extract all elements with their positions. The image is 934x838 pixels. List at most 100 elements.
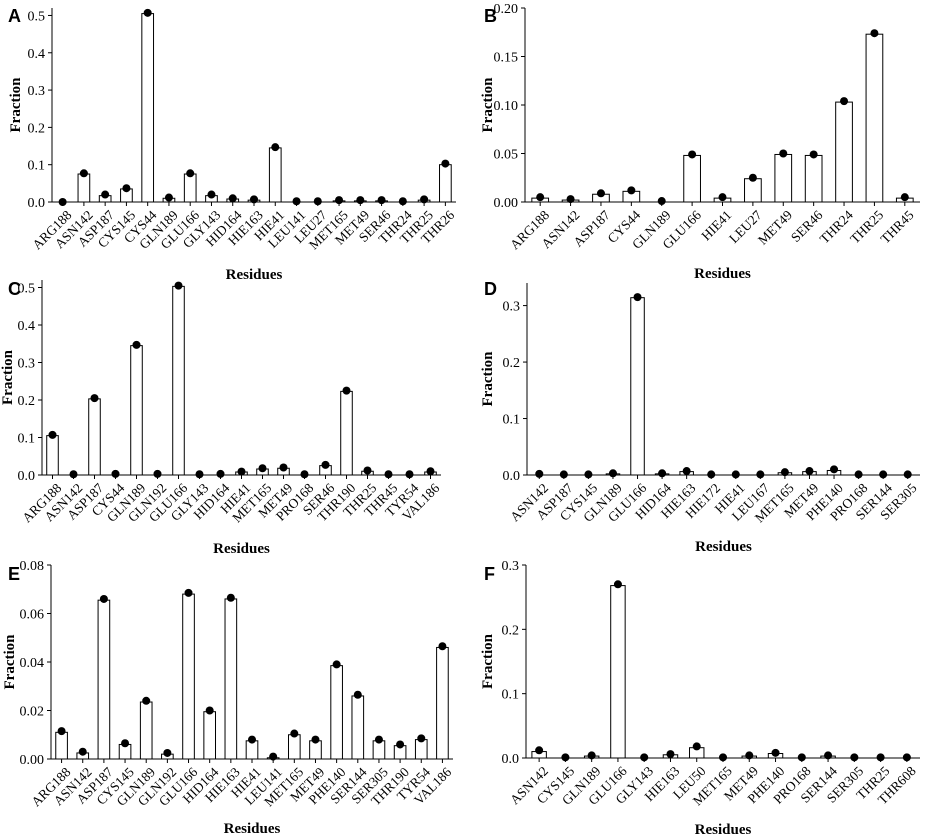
bar bbox=[439, 164, 452, 203]
data-point bbox=[745, 751, 754, 760]
data-point bbox=[658, 469, 667, 478]
data-point bbox=[731, 470, 740, 479]
data-point bbox=[292, 197, 301, 206]
bar bbox=[330, 665, 343, 760]
data-point bbox=[584, 470, 593, 479]
data-point bbox=[153, 469, 162, 478]
data-point bbox=[195, 470, 204, 479]
data-point bbox=[756, 470, 765, 479]
data-point bbox=[809, 150, 818, 159]
data-point bbox=[332, 660, 341, 669]
y-tick-label: 0.10 bbox=[494, 99, 519, 114]
y-tick-label: 0.04 bbox=[20, 656, 45, 671]
y-tick-label: 0.06 bbox=[20, 608, 45, 623]
data-point bbox=[121, 739, 130, 748]
data-point bbox=[780, 468, 789, 477]
bar bbox=[351, 695, 365, 760]
y-tick-label: 0.0 bbox=[502, 752, 520, 767]
y-tick-label: 0.02 bbox=[20, 705, 45, 720]
y-tick-label: 0.2 bbox=[28, 121, 46, 136]
data-point bbox=[566, 195, 575, 204]
data-point bbox=[174, 281, 183, 290]
x-axis-title: Residues bbox=[224, 821, 281, 837]
data-point bbox=[184, 588, 193, 597]
data-point bbox=[342, 386, 351, 395]
data-point bbox=[279, 463, 288, 472]
data-point bbox=[627, 186, 636, 195]
y-axis-title: Fraction bbox=[0, 349, 16, 405]
x-category-label: THR25 bbox=[847, 207, 886, 246]
data-point bbox=[311, 735, 320, 744]
data-point bbox=[688, 150, 697, 159]
data-point bbox=[535, 746, 544, 755]
data-point bbox=[258, 464, 267, 473]
bar bbox=[835, 101, 853, 203]
data-point bbox=[426, 467, 435, 476]
data-point bbox=[420, 195, 429, 204]
y-tick-label: 0.3 bbox=[28, 84, 46, 99]
y-tick-label: 0.3 bbox=[503, 300, 521, 315]
data-point bbox=[353, 690, 362, 699]
y-tick-label: 0.15 bbox=[494, 51, 519, 66]
bar bbox=[340, 390, 353, 476]
data-point bbox=[271, 143, 280, 152]
bar bbox=[436, 646, 449, 760]
data-point bbox=[384, 470, 393, 479]
data-point bbox=[613, 580, 622, 589]
y-tick-label: 0.5 bbox=[28, 9, 46, 24]
data-point bbox=[228, 194, 237, 203]
data-point bbox=[122, 184, 131, 193]
data-point bbox=[535, 469, 544, 478]
data-point bbox=[250, 195, 258, 204]
data-point bbox=[876, 753, 885, 762]
y-tick-label: 0.00 bbox=[20, 753, 45, 768]
y-tick-label: 0.2 bbox=[502, 623, 520, 638]
panel-letter: B bbox=[484, 6, 497, 26]
y-axis-title: Fraction bbox=[480, 351, 496, 407]
data-point bbox=[300, 470, 309, 479]
data-point bbox=[561, 753, 570, 762]
data-point bbox=[356, 196, 365, 205]
data-point bbox=[363, 466, 372, 475]
y-axis-title: Fraction bbox=[480, 77, 496, 133]
data-point bbox=[207, 190, 216, 199]
data-point bbox=[132, 340, 141, 349]
data-point bbox=[69, 470, 78, 479]
data-point bbox=[186, 169, 195, 178]
panel-e: E0.000.020.040.060.08FractionARG188ASN14… bbox=[2, 559, 454, 837]
panel-f: F0.00.10.20.3FractionASN142CYS145GLN189G… bbox=[480, 559, 920, 838]
data-point bbox=[771, 748, 780, 757]
bar bbox=[804, 154, 823, 203]
panel-letter: F bbox=[484, 564, 495, 584]
bar bbox=[182, 593, 195, 760]
data-point bbox=[824, 751, 833, 760]
y-tick-label: 0.00 bbox=[494, 196, 519, 211]
bar bbox=[172, 285, 185, 476]
x-axis-title: Residues bbox=[695, 822, 752, 838]
y-tick-label: 0.2 bbox=[18, 394, 36, 409]
data-point bbox=[633, 293, 642, 302]
y-tick-label: 0.3 bbox=[18, 357, 36, 372]
data-point bbox=[90, 394, 99, 403]
x-axis-title: Residues bbox=[694, 266, 751, 282]
y-tick-label: 0.1 bbox=[28, 159, 46, 174]
data-point bbox=[805, 467, 814, 476]
data-point bbox=[748, 173, 757, 182]
x-axis-title: Residues bbox=[226, 267, 283, 283]
bar bbox=[203, 711, 217, 760]
data-point bbox=[79, 169, 88, 178]
data-point bbox=[321, 460, 330, 469]
data-point bbox=[313, 197, 322, 206]
data-point bbox=[101, 190, 110, 199]
bar bbox=[683, 154, 701, 203]
data-point bbox=[417, 734, 426, 743]
y-tick-label: 0.08 bbox=[20, 559, 45, 574]
data-point bbox=[718, 193, 727, 202]
bar bbox=[139, 701, 153, 760]
bar bbox=[97, 599, 111, 760]
bar bbox=[183, 173, 197, 203]
bar bbox=[77, 173, 91, 203]
bar bbox=[865, 33, 884, 203]
bar bbox=[287, 734, 301, 760]
panel-c: C0.00.10.20.30.40.5FractionARG188ASN142A… bbox=[0, 279, 443, 557]
